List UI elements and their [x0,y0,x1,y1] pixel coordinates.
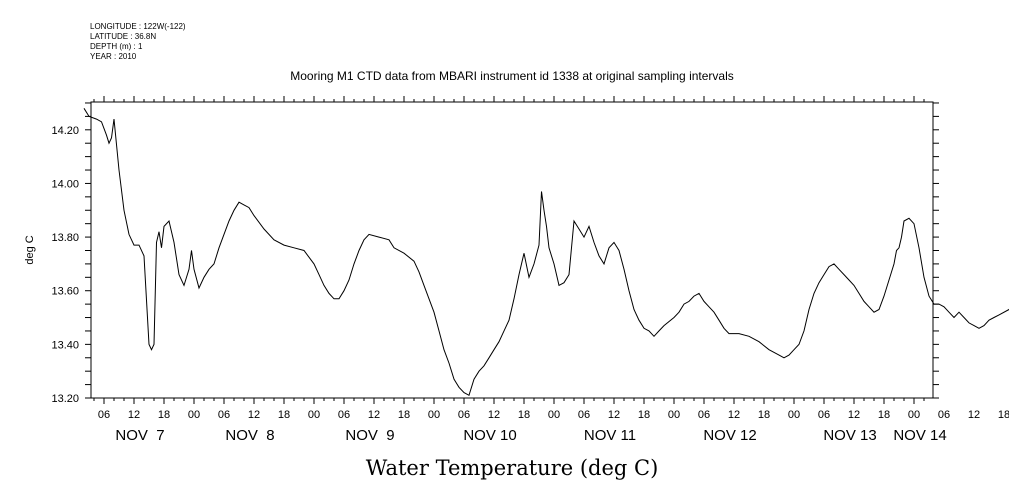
x-axis-title: Water Temperature (deg C) [366,456,659,480]
x-hour-label: 06 [818,409,830,421]
y-tick-label: 13.80 [51,232,79,244]
x-day-label: NOV 9 [345,427,394,444]
y-tick-label: 14.00 [51,178,79,190]
x-hour-label: 12 [728,409,740,421]
x-day-label: NOV 10 [463,427,516,444]
x-hour-label: 18 [998,409,1009,421]
x-hour-label: 12 [128,409,140,421]
x-hour-label: 18 [278,409,290,421]
y-tick-labels: 14.20 14.00 13.80 13.60 13.40 13.20 [51,125,79,405]
x-day-label: NOV 13 [823,427,876,444]
plot-frame [90,101,934,399]
x-hour-label: 12 [488,409,500,421]
x-hour-label: 00 [908,409,920,421]
x-hour-label: 00 [548,409,560,421]
x-day-labels: NOV 7 NOV 8 NOV 9 NOV 10 NOV 11 NOV 12 NOV 13 N… [115,427,946,444]
x-hour-label: 06 [218,409,230,421]
y-tick-label: 13.20 [51,393,79,405]
x-hour-label: 12 [368,409,380,421]
temperature-series-line [83,108,1009,397]
x-hour-label: 06 [938,409,950,421]
x-hour-label: 18 [638,409,650,421]
x-hour-label: 12 [968,409,980,421]
x-hour-label: 06 [578,409,590,421]
x-hour-label: 00 [308,409,320,421]
x-hour-label: 00 [188,409,200,421]
y-tick-label: 13.60 [51,286,79,298]
x-day-label: NOV 11 [584,427,636,444]
x-hour-label: 06 [338,409,350,421]
y-tick-label: 13.40 [51,339,79,351]
header-block: LONGITUDE : 122W(-122) LATITUDE : 36.8N … [90,22,186,61]
x-day-label: NOV 14 [893,427,946,444]
x-hour-label: 06 [458,409,470,421]
header-latitude: LATITUDE : 36.8N [90,32,156,41]
header-depth: DEPTH (m) : 1 [90,42,143,51]
axis-ticks [85,96,939,404]
x-hour-labels: 06 12 18 00 06 12 18 00 06 12 18 00 06 12 18 00 06 12 18 00… [98,409,1009,421]
y-tick-label: 14.20 [51,125,79,137]
x-hour-label: 00 [428,409,440,421]
x-hour-label: 18 [398,409,410,421]
x-day-label: NOV 8 [225,427,274,444]
x-hour-label: 06 [698,409,710,421]
x-hour-label: 06 [98,409,110,421]
x-hour-label: 00 [668,409,680,421]
x-day-label: NOV 12 [703,427,756,444]
x-hour-label: 12 [248,409,260,421]
header-longitude: LONGITUDE : 122W(-122) [90,22,186,31]
x-hour-label: 18 [758,409,770,421]
x-hour-label: 12 [848,409,860,421]
x-hour-label: 12 [608,409,620,421]
x-hour-label: 00 [788,409,800,421]
x-hour-label: 18 [518,409,530,421]
x-hour-label: 18 [878,409,890,421]
header-year: YEAR : 2010 [90,52,137,61]
x-day-label: NOV 7 [115,427,164,444]
chart-title: Mooring M1 CTD data from MBARI instrumen… [290,69,734,83]
x-hour-label: 18 [158,409,170,421]
y-axis-label: deg C [24,235,36,264]
